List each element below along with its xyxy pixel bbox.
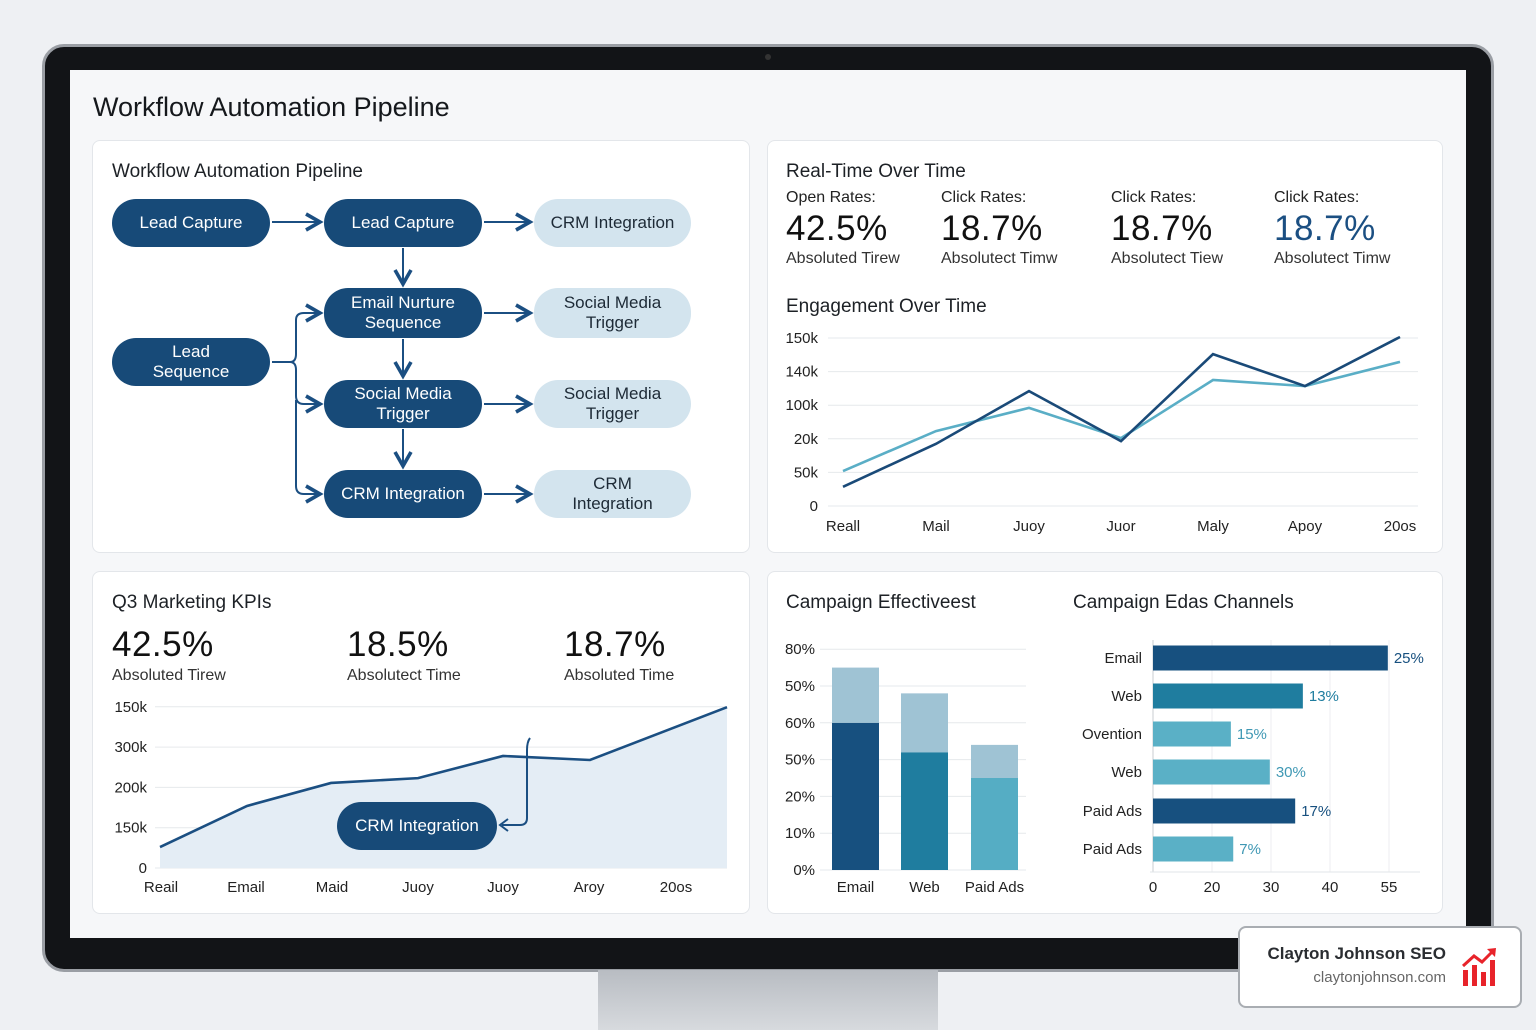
data-label: 7% (1239, 841, 1261, 858)
x-tick-label: 30 (1263, 879, 1280, 896)
y-tick-label: Paid Ads (1083, 803, 1142, 820)
x-tick-label: 40 (1322, 879, 1339, 896)
y-tick-label: Web (1111, 764, 1142, 781)
bar (1153, 799, 1295, 824)
y-tick-label: Web (1111, 688, 1142, 705)
bar (1153, 646, 1388, 671)
y-tick-label: Email (1104, 650, 1142, 667)
data-label: 13% (1309, 688, 1339, 705)
data-label: 30% (1276, 764, 1306, 781)
y-tick-label: Ovention (1082, 726, 1142, 743)
data-label: 25% (1394, 650, 1424, 667)
y-tick-label: Paid Ads (1083, 841, 1142, 858)
brand-url[interactable]: claytonjohnson.com (1250, 969, 1446, 986)
brand-name: Clayton Johnson SEO (1250, 944, 1446, 964)
bar (1153, 760, 1270, 785)
bar (1153, 722, 1231, 747)
x-tick-label: 20 (1204, 879, 1221, 896)
bar (1153, 684, 1303, 709)
data-label: 15% (1237, 726, 1267, 743)
x-tick-label: 0 (1149, 879, 1157, 896)
growth-chart-icon (1460, 946, 1500, 988)
data-label: 17% (1301, 803, 1331, 820)
bar (1153, 837, 1233, 862)
x-tick-label: 55 (1381, 879, 1398, 896)
